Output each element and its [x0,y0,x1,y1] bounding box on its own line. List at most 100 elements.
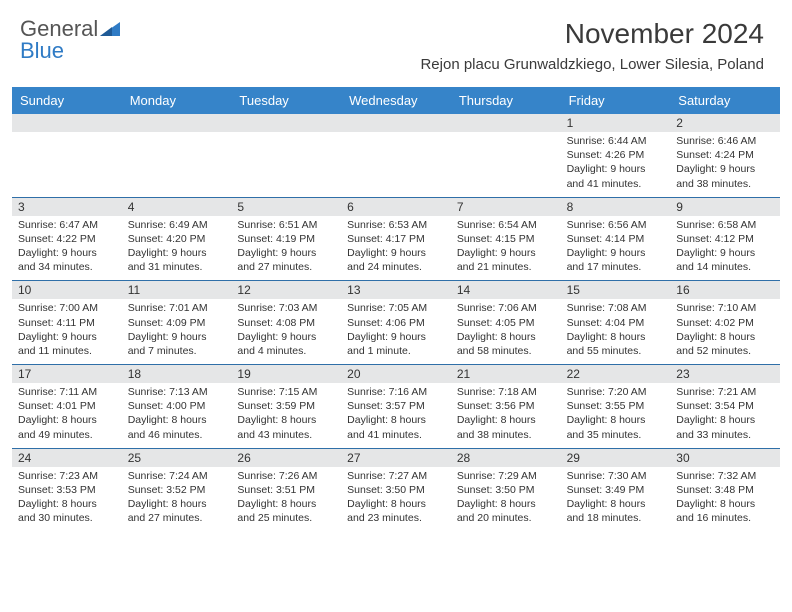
daylight-text-2: and 11 minutes. [18,344,116,358]
day-cell: Sunrise: 7:21 AMSunset: 3:54 PMDaylight:… [670,383,780,448]
sunset-text: Sunset: 3:48 PM [676,483,774,497]
daylight-text-1: Daylight: 8 hours [457,330,555,344]
sunset-text: Sunset: 4:24 PM [676,148,774,162]
daylight-text-1: Daylight: 9 hours [347,246,445,260]
daylight-text-1: Daylight: 8 hours [128,413,226,427]
daylight-text-2: and 38 minutes. [457,428,555,442]
day-cell: Sunrise: 7:30 AMSunset: 3:49 PMDaylight:… [561,467,671,532]
day-number: 25 [122,449,232,467]
daylight-text-1: Daylight: 8 hours [676,497,774,511]
sunset-text: Sunset: 3:55 PM [567,399,665,413]
day-cell: Sunrise: 7:27 AMSunset: 3:50 PMDaylight:… [341,467,451,532]
daylight-text-2: and 7 minutes. [128,344,226,358]
brand-logo: General Blue [20,18,120,62]
day-number [341,114,451,132]
day-cell: Sunrise: 7:20 AMSunset: 3:55 PMDaylight:… [561,383,671,448]
daylight-text-1: Daylight: 9 hours [237,246,335,260]
day-cell: Sunrise: 7:15 AMSunset: 3:59 PMDaylight:… [231,383,341,448]
daylight-text-1: Daylight: 8 hours [237,413,335,427]
sunset-text: Sunset: 4:01 PM [18,399,116,413]
page-title: November 2024 [420,18,764,50]
sunset-text: Sunset: 3:59 PM [237,399,335,413]
day-cell [341,132,451,197]
day-cell: Sunrise: 7:00 AMSunset: 4:11 PMDaylight:… [12,299,122,364]
day-number: 9 [670,198,780,216]
sunset-text: Sunset: 4:08 PM [237,316,335,330]
daylight-text-2: and 55 minutes. [567,344,665,358]
day-cell: Sunrise: 7:05 AMSunset: 4:06 PMDaylight:… [341,299,451,364]
day-number [231,114,341,132]
sunset-text: Sunset: 4:12 PM [676,232,774,246]
weekday-label: Friday [561,87,671,114]
day-cell: Sunrise: 7:23 AMSunset: 3:53 PMDaylight:… [12,467,122,532]
day-cell: Sunrise: 6:53 AMSunset: 4:17 PMDaylight:… [341,216,451,281]
day-number: 10 [12,281,122,299]
day-cell [231,132,341,197]
sunrise-text: Sunrise: 7:10 AM [676,301,774,315]
day-number: 21 [451,365,561,383]
sunset-text: Sunset: 3:57 PM [347,399,445,413]
daylight-text-2: and 34 minutes. [18,260,116,274]
sunrise-text: Sunrise: 7:13 AM [128,385,226,399]
day-number: 29 [561,449,671,467]
sunrise-text: Sunrise: 7:11 AM [18,385,116,399]
day-cell: Sunrise: 7:13 AMSunset: 4:00 PMDaylight:… [122,383,232,448]
daylight-text-2: and 41 minutes. [347,428,445,442]
calendar-week: 17181920212223Sunrise: 7:11 AMSunset: 4:… [12,365,780,449]
sunrise-text: Sunrise: 7:20 AM [567,385,665,399]
day-number-row: 10111213141516 [12,281,780,299]
day-number: 30 [670,449,780,467]
weekday-label: Monday [122,87,232,114]
sunrise-text: Sunrise: 6:47 AM [18,218,116,232]
day-number: 6 [341,198,451,216]
brand-line2: Blue [20,40,120,62]
sunrise-text: Sunrise: 6:46 AM [676,134,774,148]
day-cell: Sunrise: 7:08 AMSunset: 4:04 PMDaylight:… [561,299,671,364]
sunset-text: Sunset: 4:00 PM [128,399,226,413]
sunset-text: Sunset: 3:50 PM [457,483,555,497]
day-number: 11 [122,281,232,299]
sunset-text: Sunset: 4:06 PM [347,316,445,330]
daylight-text-2: and 20 minutes. [457,511,555,525]
sunrise-text: Sunrise: 7:01 AM [128,301,226,315]
day-cell: Sunrise: 6:49 AMSunset: 4:20 PMDaylight:… [122,216,232,281]
daylight-text-2: and 38 minutes. [676,177,774,191]
day-cell: Sunrise: 7:29 AMSunset: 3:50 PMDaylight:… [451,467,561,532]
day-number [122,114,232,132]
day-number: 24 [12,449,122,467]
daylight-text-2: and 43 minutes. [237,428,335,442]
day-cell: Sunrise: 6:44 AMSunset: 4:26 PMDaylight:… [561,132,671,197]
sunset-text: Sunset: 3:50 PM [347,483,445,497]
day-cell [12,132,122,197]
daylight-text-1: Daylight: 8 hours [18,497,116,511]
day-cell [122,132,232,197]
calendar-week: 24252627282930Sunrise: 7:23 AMSunset: 3:… [12,449,780,532]
day-cell [451,132,561,197]
day-content-row: Sunrise: 6:47 AMSunset: 4:22 PMDaylight:… [12,216,780,281]
sunset-text: Sunset: 4:20 PM [128,232,226,246]
location-subtitle: Rejon placu Grunwaldzkiego, Lower Silesi… [420,56,764,73]
sunrise-text: Sunrise: 7:26 AM [237,469,335,483]
day-cell: Sunrise: 7:26 AMSunset: 3:51 PMDaylight:… [231,467,341,532]
day-number: 1 [561,114,671,132]
sunrise-text: Sunrise: 7:24 AM [128,469,226,483]
day-cell: Sunrise: 6:56 AMSunset: 4:14 PMDaylight:… [561,216,671,281]
weekday-label: Thursday [451,87,561,114]
weekday-header: Sunday Monday Tuesday Wednesday Thursday… [12,87,780,114]
sunrise-text: Sunrise: 6:49 AM [128,218,226,232]
day-number: 18 [122,365,232,383]
day-number: 5 [231,198,341,216]
daylight-text-1: Daylight: 8 hours [567,497,665,511]
day-number: 26 [231,449,341,467]
weekday-label: Sunday [12,87,122,114]
sunset-text: Sunset: 3:54 PM [676,399,774,413]
sunrise-text: Sunrise: 7:08 AM [567,301,665,315]
daylight-text-1: Daylight: 8 hours [567,413,665,427]
sunset-text: Sunset: 3:52 PM [128,483,226,497]
day-cell: Sunrise: 7:01 AMSunset: 4:09 PMDaylight:… [122,299,232,364]
day-cell: Sunrise: 6:51 AMSunset: 4:19 PMDaylight:… [231,216,341,281]
daylight-text-2: and 27 minutes. [128,511,226,525]
daylight-text-1: Daylight: 8 hours [128,497,226,511]
day-number: 28 [451,449,561,467]
daylight-text-1: Daylight: 9 hours [457,246,555,260]
